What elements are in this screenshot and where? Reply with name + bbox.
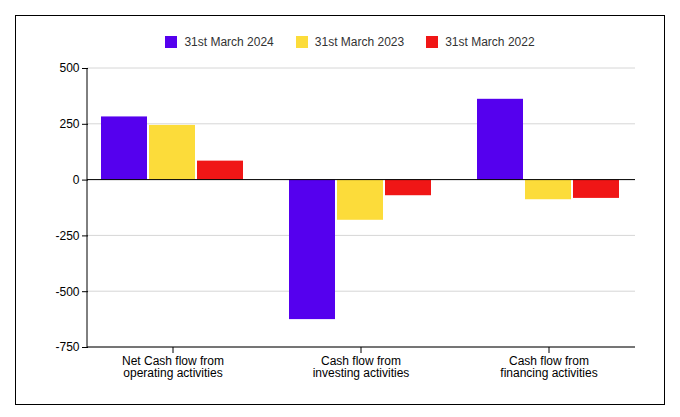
html-text:31st March 2023: 31st March 2023: [314, 35, 405, 49]
svg-text:250: 250: [59, 117, 79, 131]
svg-text:Cash flow frominvesting activi: Cash flow frominvesting activities: [313, 354, 410, 380]
svg-text:0: 0: [73, 173, 80, 187]
svg-text:-250: -250: [55, 229, 79, 243]
svg-text:-750: -750: [55, 340, 79, 354]
svg-text:500: 500: [59, 61, 79, 75]
svg-text:-500: -500: [55, 285, 79, 299]
svg-text:Cash flow fromfinancing activi: Cash flow fromfinancing activities: [500, 354, 597, 380]
html-text:31st March 2024: 31st March 2024: [184, 35, 274, 49]
svg-text:Net Cash flow fromoperating ac: Net Cash flow fromoperating activities: [122, 354, 224, 380]
html-text:31st March 2022: 31st March 2022: [445, 35, 535, 49]
